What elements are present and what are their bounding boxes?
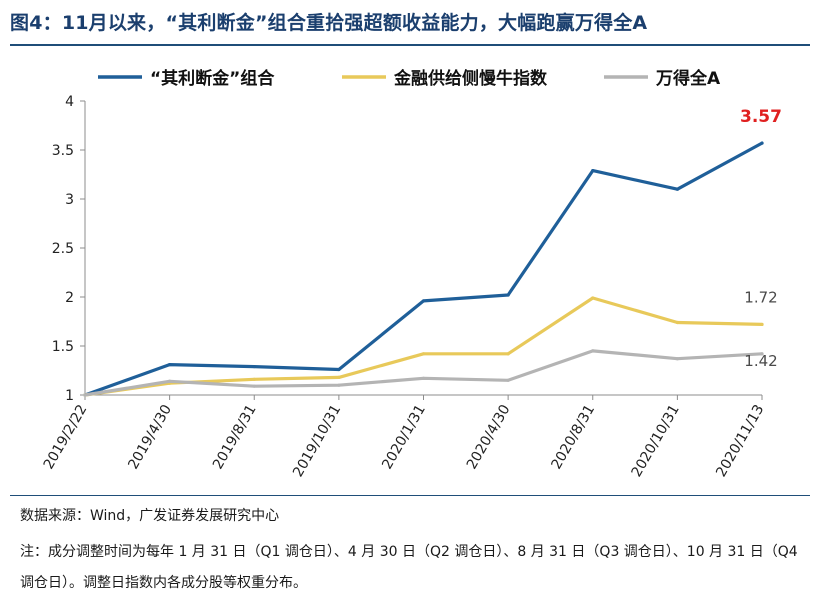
y-tick-label: 4 (65, 94, 74, 110)
x-tick-label: 2019/4/30 (125, 402, 175, 472)
legend-label: “其利断金”组合 (150, 68, 275, 89)
data-point (591, 349, 595, 353)
data-point (760, 352, 764, 356)
y-tick-label: 2 (65, 290, 74, 306)
data-point (83, 393, 87, 397)
data-source: 数据来源：Wind，广发证券发展研究中心 (20, 508, 280, 524)
x-tick-label: 2020/11/13 (713, 402, 767, 480)
y-tick-label: 1 (65, 388, 74, 404)
data-point (168, 379, 172, 383)
data-point (421, 299, 426, 303)
data-point (252, 384, 256, 388)
series-line (83, 296, 764, 397)
data-point (506, 378, 510, 382)
x-tick-label: 2020/10/31 (629, 402, 683, 480)
y-tick-label: 1.5 (52, 339, 74, 355)
top-rule (10, 44, 810, 46)
data-point (675, 357, 679, 361)
data-label: 1.42 (744, 352, 777, 370)
data-label: 3.57 (740, 107, 782, 127)
data-point (337, 383, 341, 387)
x-tick-label: 2019/10/31 (290, 402, 344, 480)
data-point (421, 352, 426, 356)
data-point (506, 352, 510, 356)
data-point (421, 376, 426, 380)
data-point (760, 322, 764, 327)
x-tick-label: 2020/8/31 (548, 402, 598, 472)
data-label: 1.72 (744, 288, 777, 306)
data-point (252, 377, 256, 381)
x-tick-label: 2020/1/31 (379, 402, 429, 472)
bottom-rule (10, 495, 810, 496)
chart-figure-title: 图4：11月以来，“其利断金”组合重拾强超额收益能力，大幅跑赢万得全A (10, 12, 648, 34)
data-point (337, 375, 341, 379)
y-tick-label: 3 (65, 192, 74, 208)
y-tick-label: 2.5 (52, 241, 74, 257)
data-point (591, 296, 595, 300)
data-point (506, 293, 510, 297)
data-point (675, 320, 679, 325)
data-point (675, 187, 679, 191)
legend-label: 万得全A (655, 68, 721, 89)
line-chart: 1 1.5 2 2.5 3 3.5 4 2019/2/22 2019/4/30 2019/8/31… (41, 68, 782, 480)
data-point (337, 367, 341, 372)
data-point (168, 363, 172, 367)
data-point (760, 141, 764, 145)
y-tick-label: 3.5 (52, 143, 74, 159)
x-tick-label: 2019/8/31 (210, 402, 260, 472)
legend-label: 金融供给侧慢牛指数 (393, 68, 548, 89)
data-point (252, 364, 256, 369)
x-tick-label: 2019/2/22 (41, 402, 91, 472)
x-tick-label: 2020/4/30 (464, 402, 514, 472)
series-line (83, 349, 764, 397)
footnote: 注：成分调整时间为每年 1 月 31 日（Q1 调仓日）、4 月 30 日（Q2… (20, 544, 798, 591)
data-point (591, 168, 595, 173)
